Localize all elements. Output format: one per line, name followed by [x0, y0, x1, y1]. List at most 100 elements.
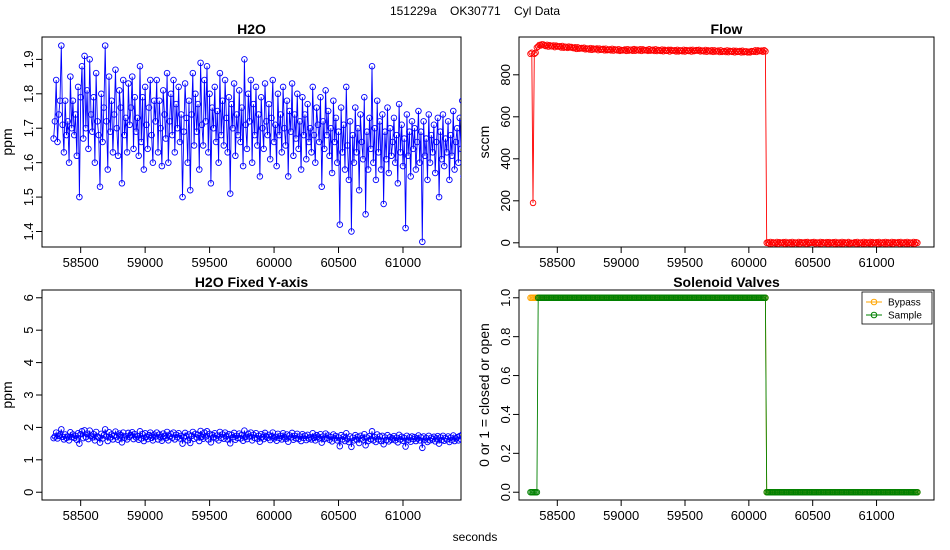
y-tick-label: 0.4 — [498, 405, 513, 423]
h2o-series-point — [183, 114, 190, 122]
h2o-series-point — [161, 111, 168, 118]
y-axis-label: 0 or 1 = closed or open — [476, 323, 492, 467]
h2o-series-point — [363, 128, 371, 135]
h2o-series-point — [268, 114, 275, 122]
h2o-series-point — [230, 80, 238, 87]
h2o-series-point — [203, 63, 211, 70]
h2o-series-point — [433, 138, 440, 146]
y-tick-label: 0.6 — [498, 367, 513, 385]
h2o-fixed-series-point — [459, 431, 461, 438]
h2o-series-point — [439, 111, 447, 118]
h2o-series-point — [353, 149, 360, 156]
h2o-series-point — [61, 97, 69, 104]
x-tick-label: 60500 — [320, 508, 356, 523]
flow-series-point — [556, 42, 564, 50]
h2o-series-point — [376, 118, 384, 125]
h2o-series-point — [132, 128, 140, 135]
x-tick-label: 59000 — [127, 508, 163, 523]
x-tick-label: 60000 — [256, 255, 292, 270]
h2o-series-point — [232, 152, 239, 160]
h2o-series-point — [116, 87, 123, 94]
h2o-fixed-series-point — [257, 430, 265, 438]
h2o-series-point — [309, 83, 316, 91]
h2o-fixed-series-point — [226, 440, 234, 447]
h2o-series-point — [299, 93, 306, 101]
h2o-series-point — [99, 138, 106, 146]
h2o-series-point — [201, 76, 208, 84]
h2o-fixed-series-point — [76, 440, 83, 447]
h2o-series-point — [199, 142, 207, 149]
h2o-series-point — [119, 76, 127, 84]
h2o-series-point — [67, 73, 74, 80]
h2o-series-point — [188, 111, 195, 118]
flow-series-point — [887, 240, 894, 247]
h2o-series-point — [228, 100, 235, 108]
h2o-series-point — [207, 180, 215, 187]
x-tick-label: 61000 — [385, 508, 421, 523]
h2o-series-point — [192, 90, 199, 98]
flow-series-point — [621, 46, 629, 53]
x-tick-label: 59000 — [603, 508, 639, 523]
flow-series-point — [901, 239, 908, 246]
h2o-series-point — [126, 121, 133, 129]
h2o-series-point — [457, 145, 461, 153]
flow-series-point — [760, 47, 768, 54]
h2o-series-point — [377, 166, 385, 173]
x-tick-label: 60000 — [256, 508, 292, 523]
flow-series-point — [814, 239, 822, 246]
h2o-series-point — [214, 107, 221, 115]
flow-series-point — [851, 238, 859, 246]
h2o-series-point — [431, 169, 439, 177]
y-tick-label: 5 — [21, 327, 36, 334]
h2o-series-point — [390, 114, 398, 122]
h2o-series-point — [90, 93, 97, 101]
h2o-series-point — [59, 121, 66, 129]
h2o-series-point — [472, 184, 478, 190]
h2o-fixed-series-point — [99, 435, 106, 442]
h2o-series-point — [87, 111, 95, 118]
h2o-series-point — [300, 131, 307, 139]
h2o-series-point — [157, 124, 164, 132]
h2o-series-point — [139, 93, 146, 101]
h2o-series-point — [91, 159, 99, 166]
h2o-series-point — [330, 97, 337, 104]
y-tick-label: 800 — [498, 64, 513, 86]
h2o-series-point — [265, 100, 273, 108]
h2o-series-point — [389, 138, 396, 146]
h2o-series-point — [96, 183, 104, 191]
bypass-series-line — [530, 297, 918, 493]
h2o-series-point — [190, 142, 198, 149]
h2o-series-point — [73, 152, 81, 160]
h2o-fixed-series-point — [279, 429, 287, 437]
h2o-series-point — [118, 180, 126, 187]
flow-series-point — [728, 48, 736, 56]
y-tick-label: 3 — [21, 391, 36, 398]
h2o-series-point — [237, 138, 244, 146]
h2o-series-point — [297, 166, 305, 173]
h2o-series-point — [399, 162, 407, 170]
flow-series-point — [657, 47, 664, 55]
h2o-series-point — [80, 135, 87, 142]
h2o-series-point — [456, 114, 461, 122]
h2o-series-point — [135, 152, 142, 160]
flow-series-point — [792, 239, 800, 246]
h2o-series-point — [328, 169, 336, 177]
h2o-series-point — [361, 93, 368, 101]
x-tick-label: 58500 — [539, 508, 575, 523]
flow-series-point — [865, 240, 873, 247]
h2o-series-point — [444, 118, 452, 125]
flow-series-point — [722, 48, 730, 56]
h2o-series-line — [53, 45, 461, 242]
h2o-fixed-series-point — [266, 436, 274, 444]
h2o-series-point — [453, 124, 461, 132]
h2o-fixed-series-point — [466, 438, 472, 444]
h2o-series-point — [70, 131, 78, 139]
flow-series-point — [529, 199, 537, 207]
h2o-fixed-series-point — [460, 439, 461, 444]
x-tick-label: 61000 — [858, 255, 894, 270]
flow-series-point — [585, 46, 593, 53]
h2o-series-point — [352, 104, 359, 111]
x-tick-label: 60500 — [795, 255, 831, 270]
h2o-series-point — [260, 145, 267, 153]
flow-series-point — [620, 46, 627, 54]
